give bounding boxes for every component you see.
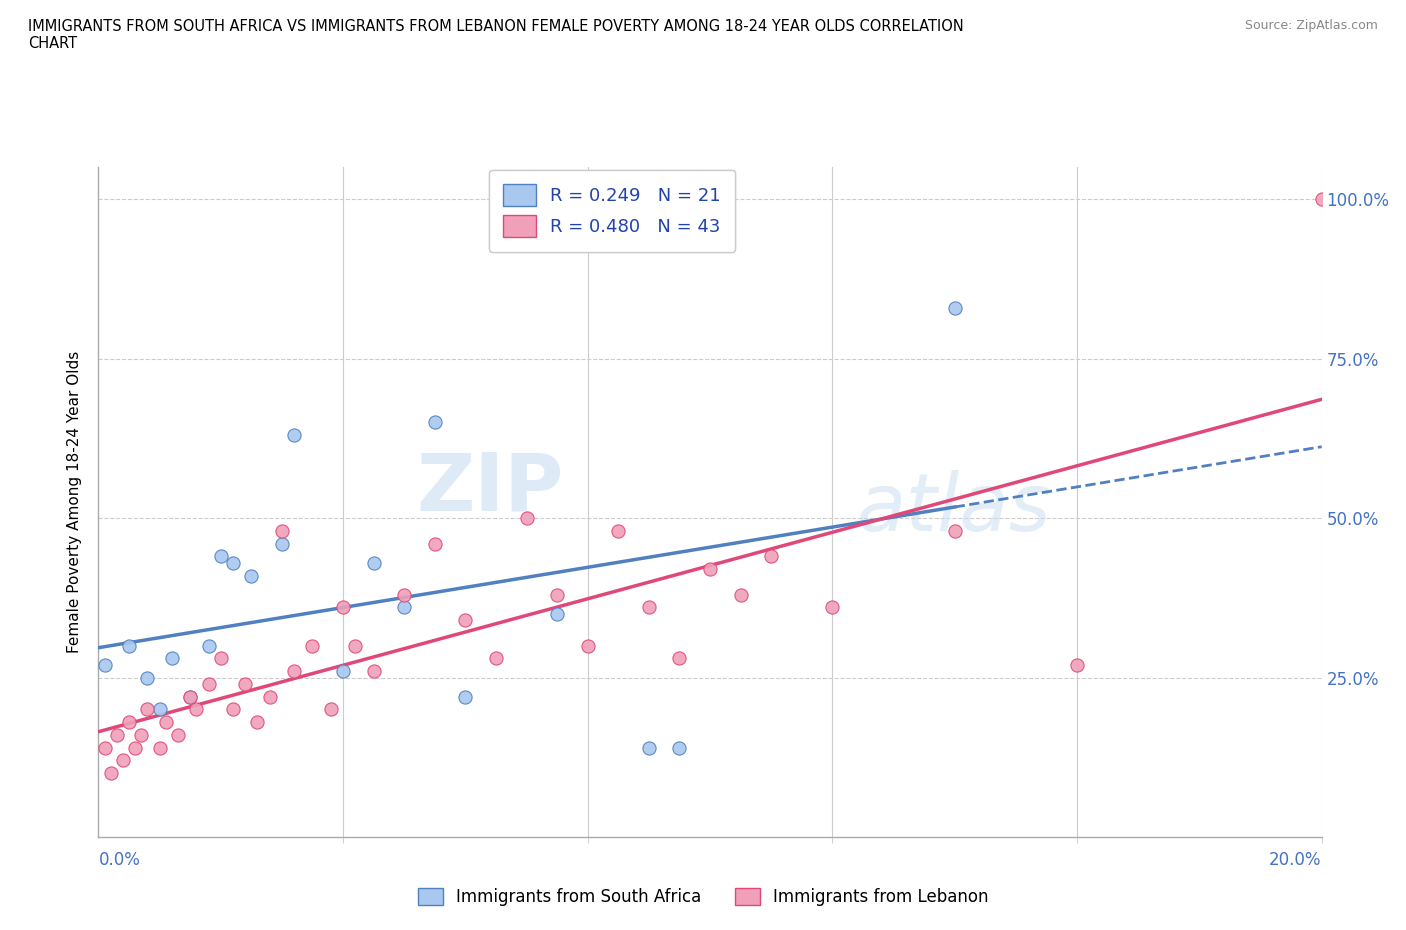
Point [124,740,146,755]
Point [240,568,263,583]
Point [943,524,966,538]
Point [576,638,599,653]
Point [179,689,201,704]
Point [209,651,232,666]
Text: atlas: atlas [856,470,1052,548]
Point [222,555,245,570]
Text: 20.0%: 20.0% [1270,851,1322,869]
Point [392,587,416,602]
Point [454,613,477,628]
Point [546,587,568,602]
Point [283,664,305,679]
Point [118,715,141,730]
Point [233,676,256,691]
Text: ZIP: ZIP [416,450,564,528]
Point [160,651,183,666]
Legend: Immigrants from South Africa, Immigrants from Lebanon: Immigrants from South Africa, Immigrants… [411,881,995,912]
Point [197,638,219,653]
Point [668,740,690,755]
Point [332,600,354,615]
Point [423,415,446,430]
Point [332,664,354,679]
Point [344,638,367,653]
Point [1310,192,1333,206]
Text: Source: ZipAtlas.com: Source: ZipAtlas.com [1244,19,1378,32]
Y-axis label: Female Poverty Among 18-24 Year Olds: Female Poverty Among 18-24 Year Olds [67,352,83,654]
Point [821,600,844,615]
Point [270,537,292,551]
Point [118,638,141,653]
Point [363,555,385,570]
Point [1066,658,1088,672]
Point [197,676,219,691]
Point [179,689,201,704]
Point [209,549,232,564]
Point [259,689,281,704]
Point [93,740,115,755]
Point [270,524,292,538]
Point [516,511,538,525]
Point [283,428,305,443]
Point [668,651,690,666]
Point [363,664,385,679]
Point [454,689,477,704]
Text: 0.0%: 0.0% [98,851,141,869]
Point [301,638,323,653]
Point [167,727,190,742]
Point [93,658,115,672]
Point [319,702,342,717]
Point [149,740,172,755]
Point [222,702,245,717]
Point [759,549,782,564]
Point [100,765,122,780]
Point [186,702,208,717]
Point [485,651,508,666]
Point [129,727,152,742]
Text: IMMIGRANTS FROM SOUTH AFRICA VS IMMIGRANTS FROM LEBANON FEMALE POVERTY AMONG 18-: IMMIGRANTS FROM SOUTH AFRICA VS IMMIGRAN… [28,19,965,51]
Point [136,671,159,685]
Point [637,740,661,755]
Point [111,753,134,768]
Point [246,715,269,730]
Point [423,537,446,551]
Point [392,600,416,615]
Point [155,715,177,730]
Point [699,562,721,577]
Point [943,300,966,315]
Point [546,606,568,621]
Point [607,524,630,538]
Point [105,727,128,742]
Legend: R = 0.249   N = 21, R = 0.480   N = 43: R = 0.249 N = 21, R = 0.480 N = 43 [489,170,735,252]
Point [637,600,661,615]
Point [730,587,752,602]
Point [149,702,172,717]
Point [136,702,159,717]
